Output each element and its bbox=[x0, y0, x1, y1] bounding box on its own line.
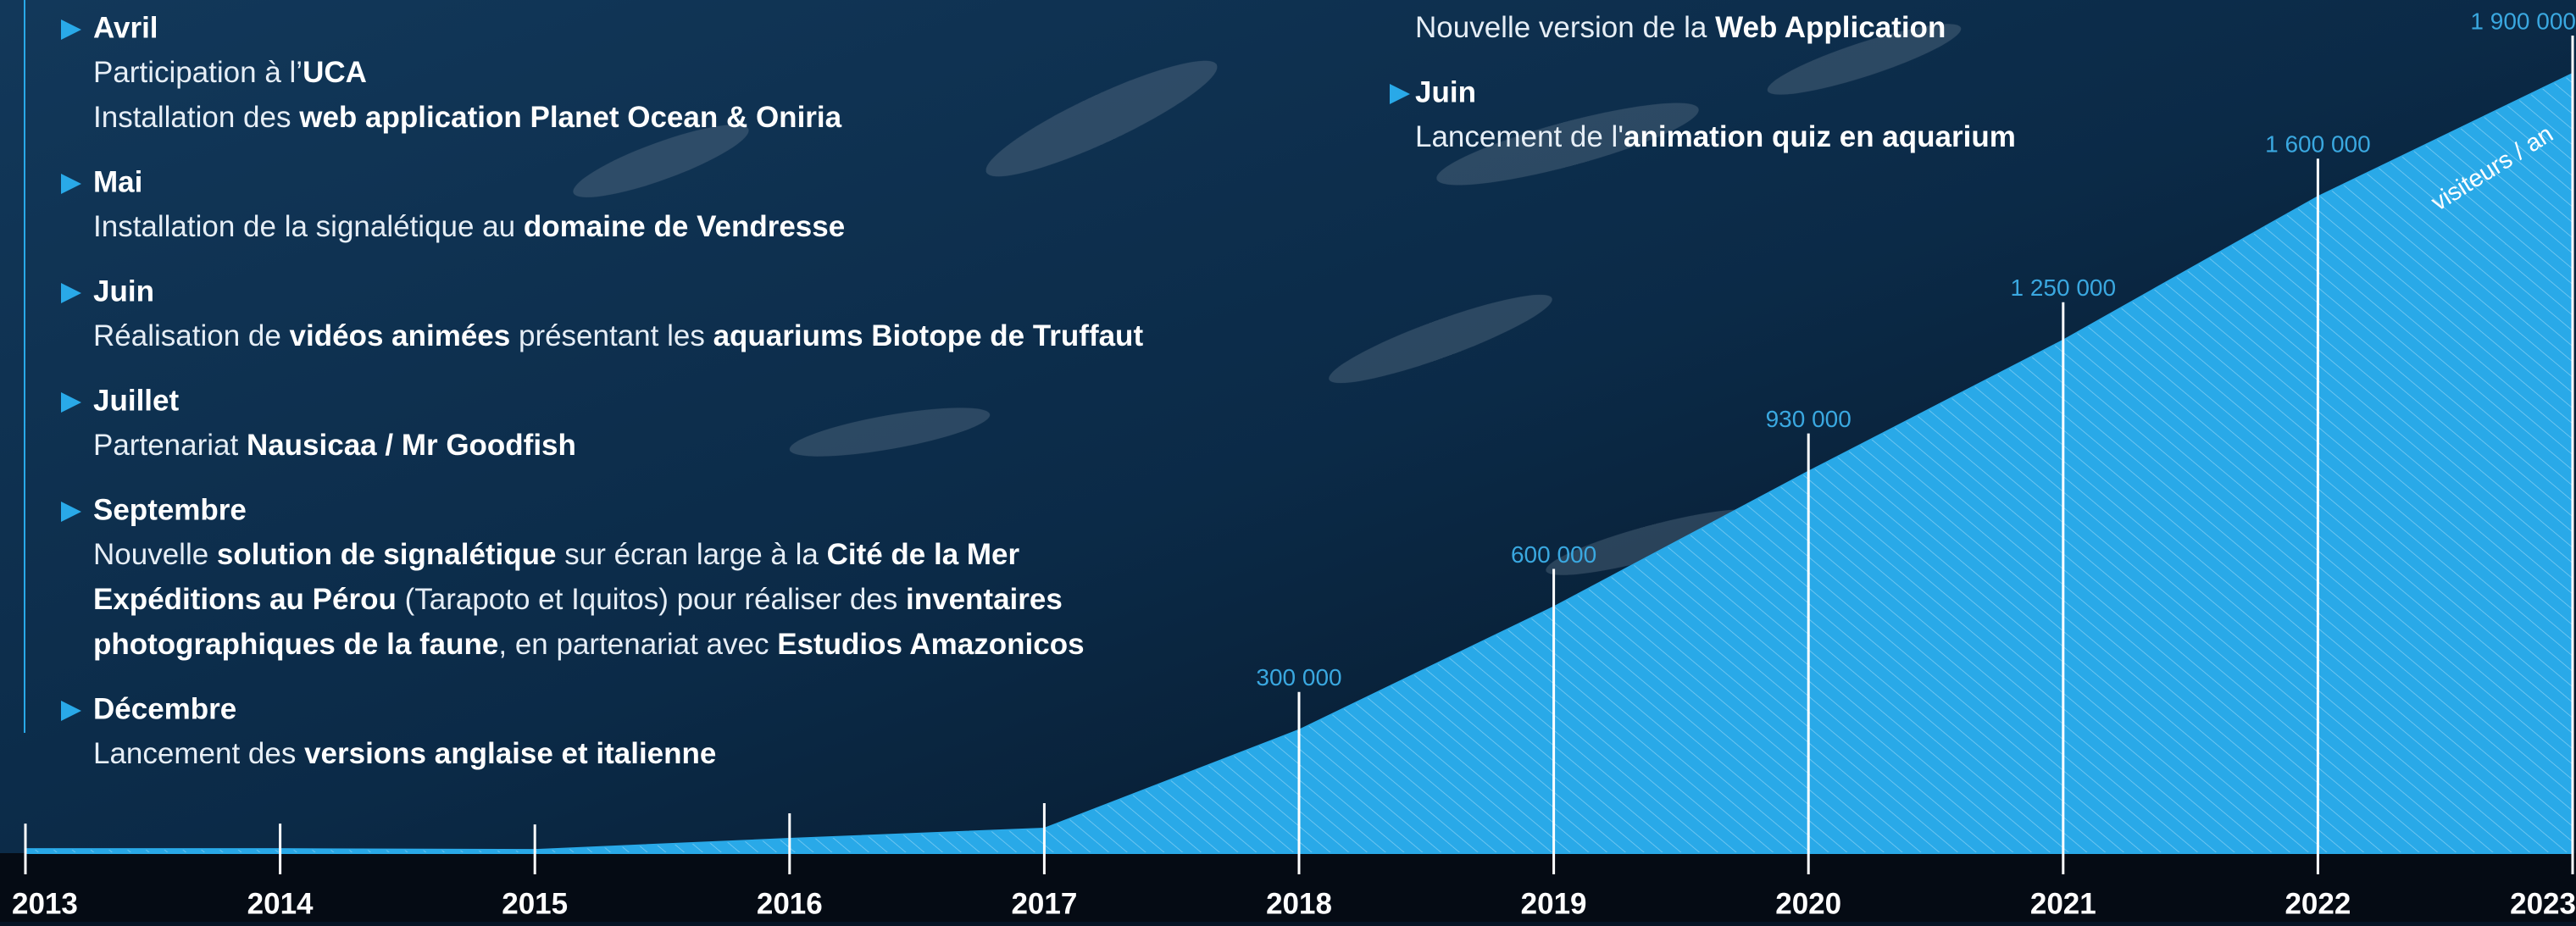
text-segment: Lancement de l' bbox=[1415, 120, 1624, 153]
text-segment: web application Planet Ocean & Oniria bbox=[298, 101, 841, 134]
text-segment: Partenariat bbox=[93, 429, 247, 462]
text-segment: vidéos animées bbox=[290, 319, 511, 352]
text-segment: Lancement des bbox=[93, 737, 304, 770]
entry-line: Nouvelle version de la Web Application bbox=[1415, 11, 1946, 44]
year-label: 2013 bbox=[12, 887, 78, 920]
entry-line: photographiques de la faune, en partenar… bbox=[93, 628, 1085, 661]
entry-line: Lancement des versions anglaise et itali… bbox=[93, 737, 716, 770]
entry-line: Participation à l’UCA bbox=[93, 56, 367, 89]
text-segment: photographiques de la faune bbox=[93, 628, 498, 661]
year-label: 2014 bbox=[247, 887, 314, 920]
text-segment: Réalisation de bbox=[93, 319, 290, 352]
month: Décembre bbox=[93, 692, 236, 725]
text-segment: présentant les bbox=[510, 319, 713, 352]
month: Septembre bbox=[93, 493, 247, 526]
month: Juin bbox=[93, 274, 154, 308]
entry-line: Expéditions au Pérou (Tarapoto et Iquito… bbox=[93, 583, 1063, 616]
text-segment: domaine de Vendresse bbox=[524, 210, 845, 243]
entry-line: Nouvelle solution de signalétique sur éc… bbox=[93, 538, 1020, 571]
month: Juin bbox=[1415, 75, 1476, 108]
bullet-arrow bbox=[61, 19, 81, 40]
entry-line: Réalisation de vidéos animées présentant… bbox=[93, 319, 1143, 352]
text-segment: (Tarapoto et Iquitos) pour réaliser des bbox=[397, 583, 906, 616]
entry-line: Partenariat Nausicaa / Mr Goodfish bbox=[93, 429, 576, 462]
entry-line: Installation de la signalétique au domai… bbox=[93, 210, 845, 243]
value-label: 1 250 000 bbox=[2011, 274, 2117, 301]
bullet-arrow bbox=[61, 174, 81, 194]
text-segment: Installation de la signalétique au bbox=[93, 210, 524, 243]
month: Avril bbox=[93, 11, 158, 44]
text-segment: sur écran large à la bbox=[557, 538, 827, 571]
text-segment: Estudios Amazonicos bbox=[777, 628, 1084, 661]
value-label: 600 000 bbox=[1511, 541, 1596, 568]
bullet-arrow bbox=[61, 502, 81, 522]
year-label: 2016 bbox=[757, 887, 823, 920]
text-segment: Expéditions au Pérou bbox=[93, 583, 397, 616]
text-segment: Participation à l’ bbox=[93, 56, 303, 89]
text-segment: Nouvelle version de la bbox=[1415, 11, 1715, 44]
text-segment: Web Application bbox=[1715, 11, 1946, 44]
text-segment: versions anglaise et italienne bbox=[304, 737, 716, 770]
year-label: 2019 bbox=[1521, 887, 1587, 920]
text-segment: aquariums Biotope de Truffaut bbox=[713, 319, 1144, 352]
value-label: 300 000 bbox=[1256, 664, 1341, 690]
bullet-arrow bbox=[61, 701, 81, 721]
year-label: 2023 bbox=[2510, 887, 2576, 920]
text-segment: inventaires bbox=[906, 583, 1063, 616]
value-label: 930 000 bbox=[1766, 406, 1852, 432]
value-label: 1 600 000 bbox=[2265, 131, 2371, 158]
baseline-band bbox=[0, 853, 2576, 922]
text-segment: solution de signalétique bbox=[217, 538, 557, 571]
text-segment: Nouvelle bbox=[93, 538, 217, 571]
year-label: 2015 bbox=[502, 887, 568, 920]
month: Juillet bbox=[93, 384, 179, 417]
text-segment: Cité de la Mer bbox=[827, 538, 1020, 571]
year-label: 2018 bbox=[1266, 887, 1332, 920]
bullet-arrow bbox=[1390, 84, 1410, 104]
text-segment: Installation des bbox=[93, 101, 299, 134]
entry-line: Lancement de l'animation quiz en aquariu… bbox=[1415, 120, 2016, 153]
year-label: 2021 bbox=[2030, 887, 2096, 920]
year-label: 2020 bbox=[1775, 887, 1841, 920]
bullet-arrow bbox=[61, 392, 81, 413]
text-segment: Nausicaa / Mr Goodfish bbox=[247, 429, 576, 462]
year-label: 2022 bbox=[2285, 887, 2351, 920]
month: Mai bbox=[93, 165, 142, 198]
entry-line: Installation des web application Planet … bbox=[93, 101, 842, 134]
fish-decor bbox=[573, 24, 1962, 575]
text-segment: UCA bbox=[303, 56, 367, 89]
year-label: 2017 bbox=[1011, 887, 1077, 920]
value-label: 1 900 000 bbox=[2470, 8, 2576, 34]
text-segment: animation quiz en aquarium bbox=[1624, 120, 2016, 153]
visitors-area bbox=[25, 72, 2573, 854]
text-segment: , en partenariat avec bbox=[498, 628, 777, 661]
bullet-arrow bbox=[61, 283, 81, 303]
